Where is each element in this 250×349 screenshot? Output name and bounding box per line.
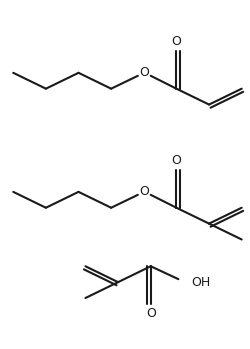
Text: O: O [139,66,149,79]
Text: OH: OH [191,276,210,289]
Text: O: O [139,185,149,198]
Text: O: O [146,307,156,320]
Text: O: O [172,35,181,47]
Text: O: O [172,154,181,166]
